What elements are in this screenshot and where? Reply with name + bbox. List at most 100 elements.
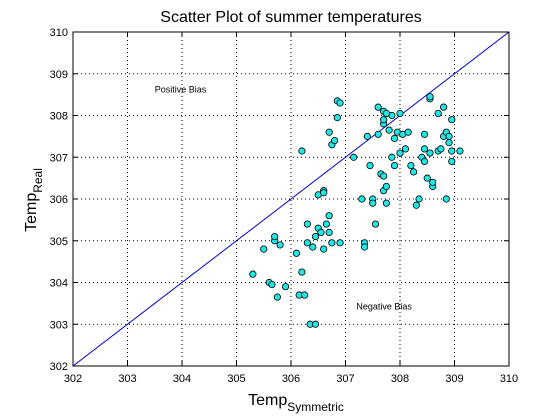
data-point [448, 157, 456, 166]
y-tick-label: 305 [50, 236, 68, 248]
y-tick-label: 303 [50, 319, 68, 331]
data-point [420, 130, 429, 138]
x-tick-label: 302 [64, 373, 82, 385]
data-point [336, 239, 344, 247]
data-point [420, 157, 429, 166]
data-point [309, 243, 317, 251]
data-point [456, 147, 464, 155]
data-point [412, 201, 420, 209]
data-point [320, 189, 328, 197]
data-point [249, 270, 257, 278]
x-axis-label-subscript: Symmetric [287, 400, 344, 414]
data-point [415, 195, 423, 203]
data-point [366, 162, 374, 170]
reference-line [72, 31, 510, 367]
y-tick-label: 302 [50, 361, 68, 373]
data-point [437, 145, 445, 153]
data-point [388, 153, 396, 161]
data-point [445, 132, 453, 140]
x-tick-label: 305 [227, 373, 245, 385]
data-point [396, 109, 404, 118]
x-tick-label: 308 [391, 373, 409, 385]
data-point [439, 103, 448, 111]
y-tick-label: 307 [50, 152, 68, 164]
x-axis-label-base: Temp [248, 392, 287, 409]
data-point [385, 126, 393, 134]
data-point [390, 162, 399, 170]
annotation-positive-bias: Positive Bias [155, 85, 207, 95]
data-point [298, 268, 306, 276]
data-point [360, 243, 369, 251]
y-axis-label: TempReal [23, 168, 45, 232]
data-point [382, 182, 390, 191]
chart-title: Scatter Plot of summer temperatures [160, 9, 421, 26]
data-point [333, 113, 341, 122]
y-tick-label: 308 [50, 111, 68, 123]
y-tick-label: 310 [50, 27, 68, 39]
data-point [374, 103, 382, 111]
data-point [404, 128, 412, 136]
data-point [396, 149, 404, 157]
data-point [268, 280, 276, 289]
data-point [328, 239, 336, 247]
data-point [407, 162, 415, 170]
data-point [303, 220, 311, 228]
data-point [420, 145, 429, 153]
data-point [311, 232, 320, 241]
data-point [448, 147, 456, 155]
data-point [429, 178, 437, 186]
data-point [273, 293, 281, 301]
data-point [426, 149, 434, 157]
x-tick-label: 303 [118, 373, 136, 385]
y-axis-label-subscript: Real [31, 168, 45, 193]
x-tick-label: 309 [445, 373, 463, 385]
data-point [325, 228, 333, 236]
reference-line-group [72, 31, 510, 367]
y-axis-label-base: Temp [23, 193, 40, 232]
x-tick-label: 306 [282, 373, 300, 385]
x-axis-label: TempSymmetric [248, 392, 344, 414]
data-point [320, 245, 328, 253]
data-point [336, 99, 344, 107]
data-point [380, 116, 388, 124]
data-point [401, 145, 410, 153]
data-point [322, 220, 331, 228]
data-point [363, 132, 371, 140]
x-tick-label: 304 [173, 373, 191, 385]
y-tick-label: 304 [50, 278, 68, 290]
data-point [303, 239, 311, 247]
data-point [445, 139, 453, 147]
data-point [325, 212, 333, 220]
data-point [371, 220, 380, 228]
data-points [249, 93, 464, 328]
data-point [423, 174, 431, 182]
y-tick-label: 306 [50, 194, 68, 206]
data-point [330, 136, 339, 145]
data-point [410, 168, 418, 176]
data-point [442, 195, 450, 203]
data-point [281, 283, 290, 291]
data-point [382, 109, 390, 118]
data-point [434, 109, 442, 118]
data-point [298, 147, 306, 155]
annotation-negative-bias: Negative Bias [356, 302, 412, 312]
data-point [448, 116, 456, 124]
data-point [390, 134, 399, 143]
data-point [260, 245, 268, 253]
axis-ticks: 302 303 304 305 306 307 308 309 310 302 303 304 305 3… [50, 27, 519, 385]
data-point [382, 199, 390, 207]
y-tick-label: 309 [50, 69, 68, 81]
data-point [350, 153, 358, 161]
data-point [369, 199, 377, 207]
grid-lines [73, 32, 509, 366]
data-point [301, 291, 309, 299]
data-point [426, 93, 434, 101]
data-point [374, 130, 382, 138]
x-tick-label: 310 [500, 373, 518, 385]
data-point [271, 232, 279, 241]
data-point [380, 172, 388, 180]
data-point [325, 128, 333, 136]
x-tick-label: 307 [336, 373, 354, 385]
data-point [317, 228, 325, 236]
